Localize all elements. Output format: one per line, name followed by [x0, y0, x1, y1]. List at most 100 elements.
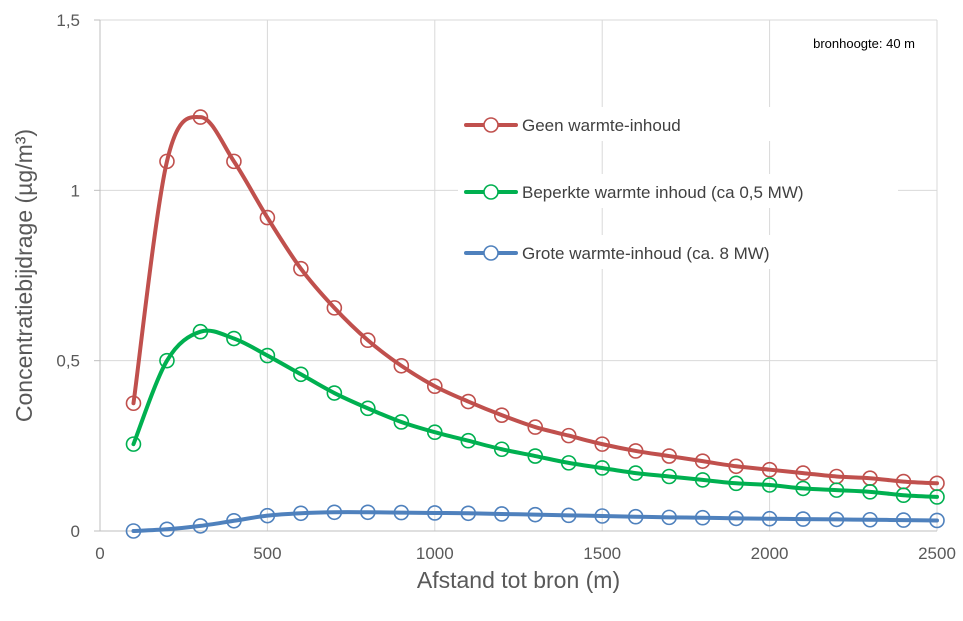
data-point-marker [192, 323, 209, 340]
data-point-marker [393, 357, 410, 374]
data-point-marker [460, 393, 477, 410]
data-point-marker [493, 407, 510, 423]
data-point-marker [426, 505, 443, 521]
legend-background [458, 235, 898, 269]
data-point-marker [326, 504, 343, 521]
data-point-marker [694, 472, 711, 488]
data-point-marker [828, 511, 845, 528]
data-point-marker [862, 484, 878, 500]
data-point-marker [259, 347, 276, 364]
data-point-marker [895, 487, 912, 504]
series-line [131, 115, 939, 486]
legend-label: Beperkte warmte inhoud (ca 0,5 MW) [522, 183, 804, 202]
y-tick-label: 1,5 [56, 11, 80, 30]
data-point-marker [493, 441, 510, 458]
data-point-marker [761, 477, 778, 493]
data-point-marker [761, 510, 778, 527]
series-line [131, 510, 939, 533]
legend-swatch-marker [483, 184, 499, 200]
data-point-marker [560, 455, 577, 471]
data-point-marker [728, 475, 744, 492]
data-point-marker [594, 436, 611, 452]
data-point-marker [728, 510, 744, 527]
data-point-marker [326, 385, 343, 401]
legend-label: Geen warmte-inhoud [522, 116, 681, 135]
data-point-marker [627, 443, 644, 459]
x-tick-label: 2000 [751, 544, 789, 563]
series-layer [125, 109, 945, 539]
data-point-marker [293, 505, 309, 522]
data-point-marker [426, 378, 443, 395]
data-point-marker [627, 508, 644, 525]
data-point-marker [828, 482, 845, 498]
data-point-marker [761, 461, 778, 478]
data-point-marker [527, 506, 544, 523]
series-1 [125, 109, 945, 492]
data-point-marker [159, 352, 175, 369]
y-tick-label: 0 [71, 522, 80, 541]
data-point-marker [795, 465, 811, 481]
data-point-marker [929, 489, 945, 505]
x-tick-label: 1500 [583, 544, 621, 563]
data-point-marker [125, 523, 142, 539]
data-point-marker [594, 460, 611, 476]
series-3 [125, 504, 945, 539]
data-point-marker [192, 109, 209, 125]
legend-label: Grote warmte-inhoud (ca. 8 MW) [522, 244, 770, 263]
series-2 [125, 323, 945, 505]
data-point-marker [661, 509, 677, 526]
y-tick-label: 0,5 [56, 352, 80, 371]
legend-background [458, 107, 898, 141]
data-point-marker [627, 465, 644, 481]
data-point-marker [661, 468, 677, 485]
data-point-marker [560, 427, 577, 444]
tick-labels: 0 500 1000 1500 2000 2500 0 0,5 1 1,5 [56, 11, 956, 563]
data-point-marker [360, 332, 376, 349]
data-point-marker [125, 395, 142, 412]
data-point-marker [594, 508, 611, 524]
x-tick-label: 1000 [416, 544, 454, 563]
data-point-marker [360, 400, 376, 417]
data-point-marker [493, 506, 510, 522]
data-point-marker [862, 511, 878, 528]
data-point-marker [560, 507, 577, 524]
data-point-marker [360, 504, 376, 521]
axes [94, 19, 937, 532]
data-point-marker [795, 480, 811, 497]
data-point-marker [326, 300, 343, 316]
x-axis-title: Afstand tot bron (m) [417, 567, 620, 593]
x-tick-label: 0 [95, 544, 104, 563]
x-tick-label: 2500 [918, 544, 956, 563]
data-point-marker [929, 512, 945, 529]
data-point-marker [393, 504, 410, 521]
data-point-marker [159, 153, 175, 170]
legend-swatch-marker [483, 117, 499, 133]
data-point-marker [159, 521, 175, 538]
data-point-marker [728, 458, 744, 475]
data-point-marker [895, 512, 912, 528]
legend-background [458, 174, 898, 208]
series-line [131, 328, 939, 499]
legend: Geen warmte-inhoud Beperkte warmte inhoud… [458, 107, 898, 269]
data-point-marker [393, 414, 410, 430]
data-point-marker [259, 209, 276, 226]
legend-swatch-marker [483, 245, 499, 261]
x-tick-label: 500 [253, 544, 281, 563]
data-point-marker [661, 448, 677, 464]
data-point-marker [125, 436, 142, 452]
data-point-marker [795, 511, 811, 527]
data-point-marker [226, 153, 242, 170]
data-point-marker [426, 424, 443, 441]
y-tick-label: 1 [71, 181, 80, 200]
data-point-marker [293, 366, 309, 383]
data-point-marker [293, 260, 309, 277]
data-point-marker [460, 505, 477, 522]
data-point-marker [694, 453, 711, 469]
data-point-marker [527, 419, 544, 435]
data-point-marker [226, 512, 242, 529]
y-axis-title: Concentratiebijdrage (µg/m³) [11, 129, 37, 422]
data-point-marker [226, 330, 242, 347]
data-point-marker [192, 518, 209, 534]
data-point-marker [527, 448, 544, 464]
